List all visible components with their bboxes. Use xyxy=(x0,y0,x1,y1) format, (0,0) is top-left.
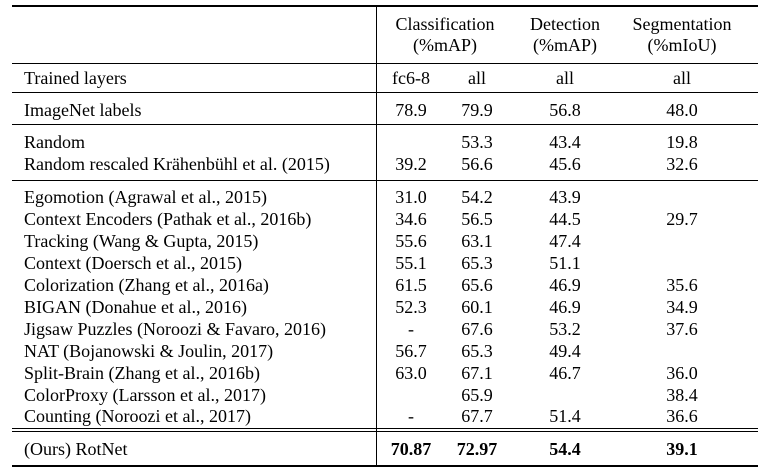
row-cls-fc: - xyxy=(408,319,414,339)
row-cls-fc: 31.0 xyxy=(395,187,427,207)
row-cls-all: 65.3 xyxy=(461,253,493,273)
row-method: Random xyxy=(24,132,85,152)
row-cls-fc: 61.5 xyxy=(395,275,427,295)
row-seg: 37.6 xyxy=(666,319,698,339)
header-segmentation-line1: Segmentation xyxy=(632,14,732,34)
row-seg: 36.6 xyxy=(666,406,698,426)
row-det: 56.8 xyxy=(549,100,581,120)
trained-layers-cls-all: all xyxy=(468,68,486,88)
row-cls-all: 67.7 xyxy=(461,406,493,426)
column-separator xyxy=(376,7,377,465)
row-method: Split-Brain (Zhang et al., 2016b) xyxy=(24,363,260,383)
row-cls-all: 65.3 xyxy=(461,341,493,361)
row-cls-all: 63.1 xyxy=(461,231,493,251)
row-det: 49.4 xyxy=(549,341,581,361)
imagenet-bottom-rule xyxy=(12,124,758,125)
header-detection-line1: Detection xyxy=(530,14,600,34)
row-method: ImageNet labels xyxy=(24,100,142,120)
random-bottom-rule xyxy=(12,180,758,181)
row-cls-fc: 63.0 xyxy=(395,363,427,383)
trained-layers-det: all xyxy=(556,68,574,88)
counting-bottom-rule-1 xyxy=(12,428,758,429)
row-cls-fc: 78.9 xyxy=(395,100,427,120)
row-method: Colorization (Zhang et al., 2016a) xyxy=(24,275,269,295)
header-classification: Classification (%mAP) xyxy=(380,14,510,56)
row-det: 51.4 xyxy=(549,406,581,426)
row-cls-all: 53.3 xyxy=(461,132,493,152)
row-cls-fc: - xyxy=(408,406,414,426)
row-method: ColorProxy (Larsson et al., 2017) xyxy=(24,385,266,405)
row-method: Context (Doersch et al., 2015) xyxy=(24,253,242,273)
row-cls-all: 56.5 xyxy=(461,209,493,229)
trained-layers-seg: all xyxy=(673,68,691,88)
row-det: 46.7 xyxy=(549,363,581,383)
row-det: 53.2 xyxy=(549,319,581,339)
row-method: Random rescaled Krähenbühl et al. (2015) xyxy=(24,154,330,174)
row-cls-fc: 39.2 xyxy=(395,154,427,174)
row-seg: 34.9 xyxy=(666,297,698,317)
row-cls-all: 65.6 xyxy=(461,275,493,295)
row-method-ours: (Ours) RotNet xyxy=(24,439,128,459)
trained-layers-fc: fc6-8 xyxy=(392,68,430,88)
row-method: BIGAN (Donahue et al., 2016) xyxy=(24,297,247,317)
row-method: Jigsaw Puzzles (Noroozi & Favaro, 2016) xyxy=(24,319,326,339)
row-seg: 48.0 xyxy=(666,100,698,120)
row-det: 46.9 xyxy=(549,275,581,295)
counting-bottom-rule-2 xyxy=(12,431,758,432)
row-cls-all: 60.1 xyxy=(461,297,493,317)
row-cls-fc: 55.1 xyxy=(395,253,427,273)
row-method: Tracking (Wang & Gupta, 2015) xyxy=(24,231,259,251)
row-seg-ours: 39.1 xyxy=(666,439,698,459)
row-cls-all: 67.6 xyxy=(461,319,493,339)
trained-layers-label: Trained layers xyxy=(24,68,127,88)
row-det: 43.9 xyxy=(549,187,581,207)
row-cls-all: 67.1 xyxy=(461,363,493,383)
row-seg: 35.6 xyxy=(666,275,698,295)
row-method: NAT (Bojanowski & Joulin, 2017) xyxy=(24,341,274,361)
row-cls-fc: 52.3 xyxy=(395,297,427,317)
row-seg: 29.7 xyxy=(666,209,698,229)
header-detection-line2: (%mAP) xyxy=(533,35,597,55)
row-seg: 32.6 xyxy=(666,154,698,174)
row-det: 51.1 xyxy=(549,253,581,273)
header-segmentation-line2: (%mIoU) xyxy=(647,35,717,55)
row-det-ours: 54.4 xyxy=(549,439,581,459)
row-cls-fc-ours: 70.87 xyxy=(390,439,432,459)
header-detection: Detection (%mAP) xyxy=(520,14,610,56)
row-det: 44.5 xyxy=(549,209,581,229)
row-cls-fc: 34.6 xyxy=(395,209,427,229)
table-bottom-rule xyxy=(12,465,758,467)
row-seg: 19.8 xyxy=(666,132,698,152)
row-det: 45.6 xyxy=(549,154,581,174)
row-cls-all-ours: 72.97 xyxy=(456,439,498,459)
row-seg: 38.4 xyxy=(666,385,698,405)
row-cls-fc: 55.6 xyxy=(395,231,427,251)
row-cls-all: 79.9 xyxy=(461,100,493,120)
row-method: Counting (Noroozi et al., 2017) xyxy=(24,406,251,426)
trained-layers-bottom-rule xyxy=(12,92,758,93)
row-method: Context Encoders (Pathak et al., 2016b) xyxy=(24,209,312,229)
row-det: 47.4 xyxy=(549,231,581,251)
header-bottom-rule xyxy=(12,63,758,64)
row-cls-all: 65.9 xyxy=(461,385,493,405)
row-cls-fc: 56.7 xyxy=(395,341,427,361)
row-det: 43.4 xyxy=(549,132,581,152)
header-classification-line1: Classification xyxy=(395,14,495,34)
row-det: 46.9 xyxy=(549,297,581,317)
header-classification-line2: (%mAP) xyxy=(413,35,477,55)
header-segmentation: Segmentation (%mIoU) xyxy=(620,14,744,56)
table-top-rule xyxy=(12,5,758,7)
row-method: Egomotion (Agrawal et al., 2015) xyxy=(24,187,267,207)
row-cls-all: 56.6 xyxy=(461,154,493,174)
row-cls-all: 54.2 xyxy=(461,187,493,207)
row-seg: 36.0 xyxy=(666,363,698,383)
